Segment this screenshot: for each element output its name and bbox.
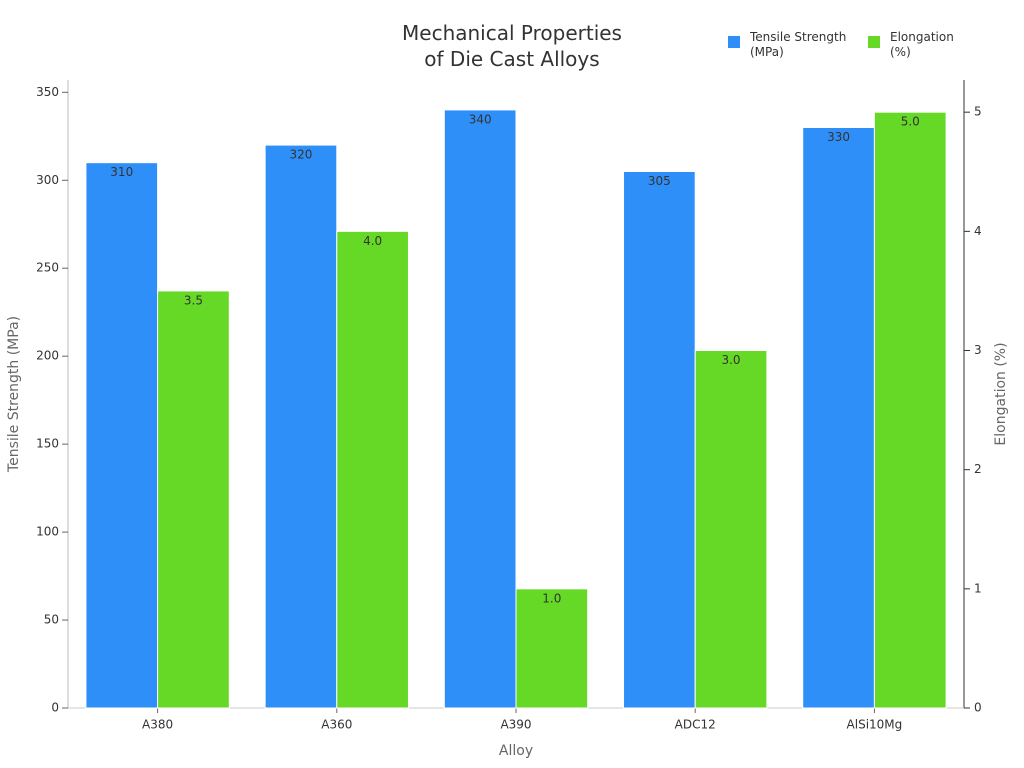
bar [443,109,517,709]
value-label: 1.0 [542,591,561,605]
value-label: 340 [469,112,492,126]
value-label: 305 [648,174,671,188]
x-tick-label: A360 [321,718,352,732]
chart-title: Mechanical Properties of Die Cast Alloys [402,21,622,71]
y-tick-label: 50 [44,613,59,627]
bar [157,290,230,709]
y2-tick-label: 0 [974,701,982,715]
y-tick-label: 200 [36,349,59,363]
value-label: 330 [827,130,850,144]
legend-label: Elongation (%) [890,30,954,59]
y-tick-label: 350 [36,85,59,99]
value-label: 5.0 [901,115,920,129]
value-label: 3.0 [721,353,740,367]
value-label: 4.0 [363,234,382,248]
legend-item: Elongation (%) [868,30,960,60]
y-tick-label: 0 [51,701,59,715]
y2-tick-label: 3 [974,343,982,357]
y-tick-label: 150 [36,437,59,451]
y-tick-label: 250 [36,261,59,275]
x-tick-label: ADC12 [675,718,716,732]
value-label: 320 [290,148,313,162]
legend-item: Tensile Strength (MPa) [728,30,848,60]
y2-tick-label: 5 [974,105,982,119]
y-tick-label: 100 [36,525,59,539]
bar [873,111,947,709]
x-axis-label: Alloy [499,743,533,759]
legend-swatch [868,36,880,48]
bar [802,126,875,709]
bar [623,170,696,709]
x-tick-label: A390 [500,718,531,732]
legend-swatch [728,36,740,48]
x-tick-label: A380 [142,718,173,732]
x-tick-label: AlSi10Mg [847,718,903,732]
y-axis-label: Tensile Strength (MPa) [6,316,22,473]
bar [85,162,159,709]
y2-axis-label: Elongation (%) [993,342,1009,445]
y2-tick-label: 4 [974,224,982,238]
y-tick-label: 300 [36,173,59,187]
y2-tick-label: 1 [974,581,982,595]
y2-tick-label: 2 [974,462,982,476]
bar [515,588,589,709]
legend-label: Tensile Strength (MPa) [750,30,847,59]
legend: Tensile Strength (MPa) Elongation (%) [728,30,960,60]
value-label: 310 [110,165,133,179]
bar [264,144,338,709]
bar [336,230,409,709]
bar [694,350,768,709]
value-label: 3.5 [184,293,203,307]
